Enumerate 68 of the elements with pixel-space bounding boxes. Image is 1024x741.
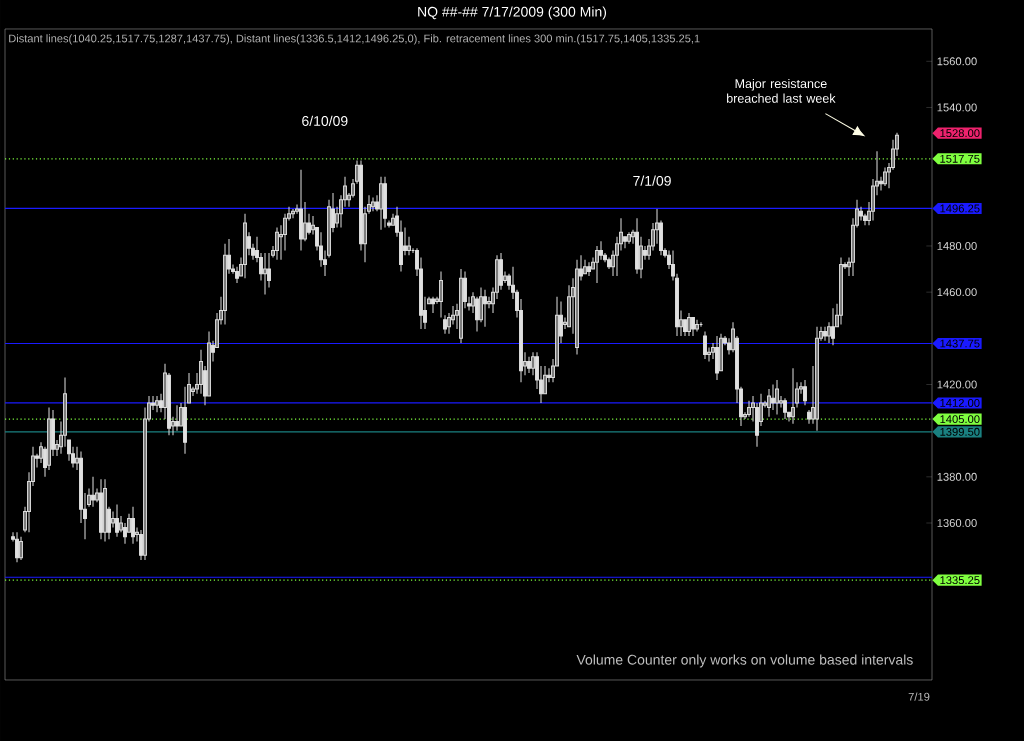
candlestick xyxy=(823,326,827,342)
candlestick xyxy=(831,307,835,346)
candlestick xyxy=(443,314,447,335)
candlestick xyxy=(595,245,599,284)
ref-line-label: 1517.75 xyxy=(940,154,980,163)
candlestick xyxy=(767,388,771,418)
candlestick xyxy=(483,289,487,328)
candlestick xyxy=(815,326,819,432)
candlestick xyxy=(587,261,591,277)
y-tick-label: 1460.00 xyxy=(937,288,977,297)
y-tick-label: 1360.00 xyxy=(937,519,977,527)
candlestick xyxy=(243,213,247,279)
candlestick xyxy=(839,257,843,325)
candlestick xyxy=(115,504,119,538)
candlestick xyxy=(431,296,435,314)
candlestick xyxy=(371,197,375,212)
y-tick-label: 1560.00 xyxy=(937,57,977,66)
candlestick xyxy=(175,404,179,432)
ref-line-label: 1412.00 xyxy=(940,399,980,407)
candlestick xyxy=(131,506,135,545)
candlestick xyxy=(575,259,579,355)
chart-subtitle: Distant lines(1040.25,1517.75,1287,1437.75), Distant lines(1336.5,1412,1496.25,0), Fib. retracement lines 300 min.(1517.75,1405,1335.25,1 xyxy=(9,34,700,45)
candlestick xyxy=(263,252,267,295)
candlestick xyxy=(275,227,279,261)
annotation: 7/1/09 xyxy=(633,175,671,186)
annotation: Volume Counter only works on volume based intervals xyxy=(576,654,913,668)
candlestick xyxy=(703,330,707,360)
candlestick xyxy=(699,321,703,328)
candlestick xyxy=(747,400,751,418)
candlestick xyxy=(687,312,691,337)
candlestick xyxy=(155,395,159,413)
candlestick xyxy=(635,217,639,275)
ref-line-label: 1405.00 xyxy=(940,415,980,424)
candlestick xyxy=(379,176,383,231)
candlestick xyxy=(299,169,303,252)
y-tick-label: 1480.00 xyxy=(937,242,977,250)
candlestick xyxy=(19,536,23,561)
candlestick xyxy=(695,319,699,332)
candlestick xyxy=(223,243,227,325)
chart-title: NQ ##-## 7/17/2009 (300 Min) xyxy=(418,6,607,20)
candlestick xyxy=(527,356,531,374)
candlestick xyxy=(627,231,631,245)
annotation: 6/10/09 xyxy=(302,115,348,126)
candlestick xyxy=(15,531,19,563)
candlestick xyxy=(715,335,719,381)
candlestick xyxy=(291,208,295,219)
candlestick xyxy=(791,367,795,425)
candlestick xyxy=(783,397,787,420)
candlestick xyxy=(775,379,779,416)
candlestick xyxy=(691,317,695,337)
candlestick xyxy=(459,268,463,344)
annotation: Major resistance breached last week xyxy=(727,78,836,103)
candlestick xyxy=(883,166,887,187)
ref-line-label: 1496.25 xyxy=(940,204,980,213)
y-tick-label: 1540.00 xyxy=(937,103,977,112)
y-tick-label: 1420.00 xyxy=(937,380,977,389)
candlestick xyxy=(99,478,103,540)
text: 1528.00 xyxy=(940,129,980,138)
candlestick xyxy=(383,176,387,229)
ref-line-label: 1335.25 xyxy=(940,576,980,585)
ref-line-label: 1399.50 xyxy=(940,427,980,436)
ref-line-label: 1437.75 xyxy=(940,339,980,348)
candlestick xyxy=(439,270,443,319)
text: 7/19 xyxy=(908,692,930,701)
candlestick xyxy=(91,476,95,508)
y-tick-label: 1380.00 xyxy=(937,472,977,481)
candlestick xyxy=(103,478,107,542)
candlestick xyxy=(803,379,807,406)
